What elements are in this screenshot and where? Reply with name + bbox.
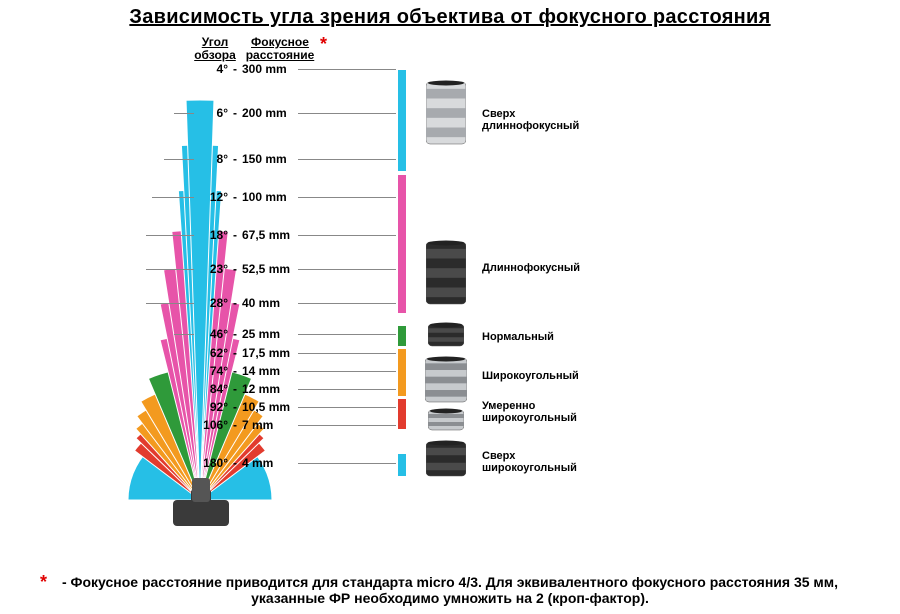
- data-row: 28°-40 mm: [194, 296, 396, 310]
- data-row: 46°-25 mm: [194, 327, 396, 341]
- data-row: 4°-300 mm: [194, 62, 396, 76]
- index-bar: [398, 175, 406, 313]
- data-row: 92°-10,5 mm: [194, 400, 396, 414]
- camera-icon: [173, 500, 229, 526]
- focal-value: 40 mm: [242, 296, 294, 310]
- data-row: 18°-67,5 mm: [194, 228, 396, 242]
- lens-icon: [418, 440, 474, 478]
- index-bar: [398, 349, 406, 396]
- focal-value: 17,5 mm: [242, 346, 294, 360]
- data-row: 74°-14 mm: [194, 364, 396, 378]
- focal-value: 100 mm: [242, 190, 294, 204]
- lens-icons: [418, 0, 474, 560]
- index-bar: [398, 326, 406, 346]
- angle-value: 6°: [194, 106, 228, 120]
- data-row: 62°-17,5 mm: [194, 346, 396, 360]
- angle-value: 62°: [194, 346, 228, 360]
- angle-value: 8°: [194, 152, 228, 166]
- category-label: Умеренноширокоугольный: [482, 400, 577, 424]
- angle-value: 84°: [194, 382, 228, 396]
- focal-value: 52,5 mm: [242, 262, 294, 276]
- angle-value: 46°: [194, 327, 228, 341]
- focal-value: 150 mm: [242, 152, 294, 166]
- focal-value: 25 mm: [242, 327, 294, 341]
- angle-value: 23°: [194, 262, 228, 276]
- focal-value: 12 mm: [242, 382, 294, 396]
- category-label: Длиннофокусный: [482, 262, 580, 274]
- footnote-text: - Фокусное расстояние приводится для ста…: [62, 574, 838, 606]
- page: Зависимость угла зрения объектива от фок…: [0, 0, 900, 614]
- data-row: 84°-12 mm: [194, 382, 396, 396]
- data-row: 23°-52,5 mm: [194, 262, 396, 276]
- lens-icon: [418, 322, 474, 348]
- angle-value: 28°: [194, 296, 228, 310]
- data-row: 8°-150 mm: [194, 152, 396, 166]
- index-bar: [398, 70, 406, 171]
- data-row: 106°-7 mm: [194, 418, 396, 432]
- focal-value: 7 mm: [242, 418, 294, 432]
- angle-value: 106°: [194, 418, 228, 432]
- category-label: Нормальный: [482, 331, 554, 343]
- angle-value: 92°: [194, 400, 228, 414]
- focal-value: 4 mm: [242, 456, 294, 470]
- index-bar: [398, 454, 406, 476]
- lens-icon: [418, 356, 474, 404]
- angle-value: 18°: [194, 228, 228, 242]
- data-row: 180°-4 mm: [194, 456, 396, 470]
- lens-icon: [418, 408, 474, 432]
- category-label: Сверхширокоугольный: [482, 450, 577, 474]
- footnote-asterisk: *: [40, 572, 47, 593]
- lens-icon: [418, 240, 474, 306]
- data-row: 12°-100 mm: [194, 190, 396, 204]
- focal-value: 200 mm: [242, 106, 294, 120]
- angle-value: 12°: [194, 190, 228, 204]
- data-row: 6°-200 mm: [194, 106, 396, 120]
- angle-value: 180°: [194, 456, 228, 470]
- category-label: Широкоугольный: [482, 370, 579, 382]
- lens-icon: [418, 80, 474, 146]
- angle-value: 74°: [194, 364, 228, 378]
- focal-value: 300 mm: [242, 62, 294, 76]
- focal-value: 67,5 mm: [242, 228, 294, 242]
- angle-value: 4°: [194, 62, 228, 76]
- focal-value: 14 mm: [242, 364, 294, 378]
- footnote: * - Фокусное расстояние приводится для с…: [40, 574, 860, 606]
- index-bar: [398, 399, 406, 429]
- focal-value: 10,5 mm: [242, 400, 294, 414]
- category-label: Сверхдлиннофокусный: [482, 108, 579, 132]
